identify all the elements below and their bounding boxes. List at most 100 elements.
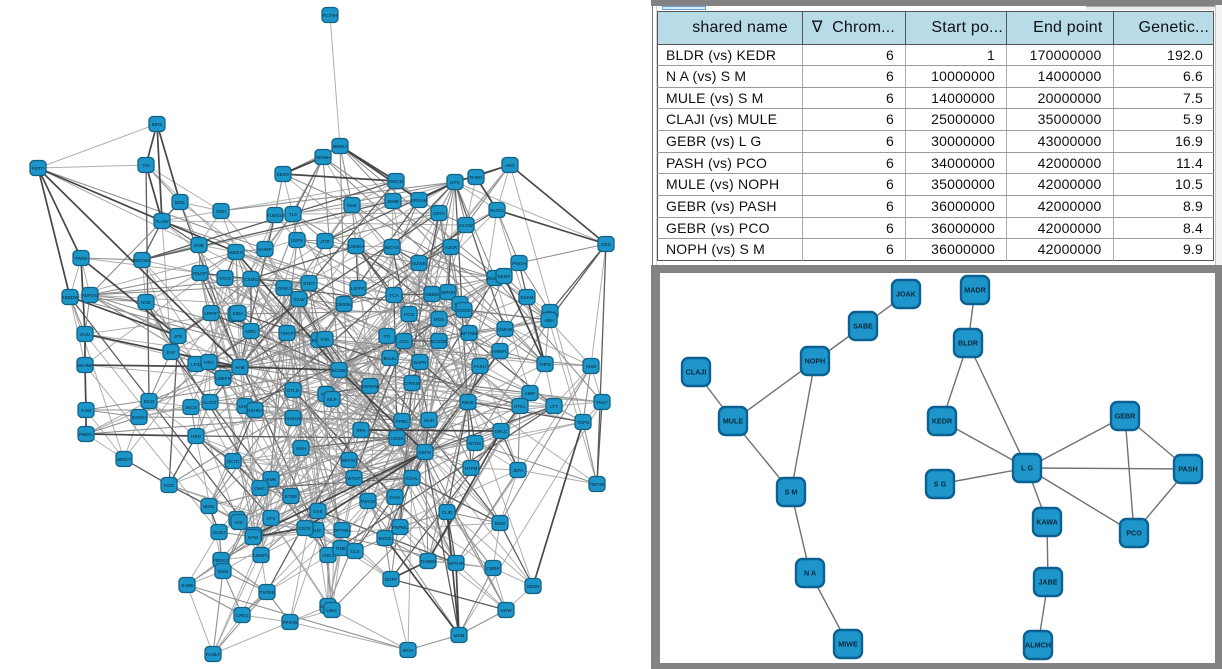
svg-text:TCA: TCA xyxy=(389,293,399,298)
svg-text:BOIL: BOIL xyxy=(175,200,186,205)
svg-text:OAIG: OAIG xyxy=(389,495,401,500)
svg-text:KCHL: KCHL xyxy=(406,476,419,481)
svg-text:OUU: OUU xyxy=(80,332,90,337)
svg-text:ADFOO: ADFOO xyxy=(82,293,99,298)
svg-text:FBDKG: FBDKG xyxy=(213,558,229,563)
svg-text:CLS: CLS xyxy=(351,549,360,554)
svg-text:STET: STET xyxy=(303,281,315,286)
svg-text:ODH: ODH xyxy=(216,209,226,214)
svg-text:FNPML: FNPML xyxy=(392,525,408,530)
svg-text:IROA: IROA xyxy=(402,648,414,653)
svg-text:HKHNK: HKHNK xyxy=(77,363,94,368)
svg-text:AIBP: AIBP xyxy=(525,391,535,396)
svg-text:FOO: FOO xyxy=(164,483,174,488)
svg-text:DED: DED xyxy=(601,242,611,247)
svg-text:HTFM: HTFM xyxy=(465,466,478,471)
svg-text:MADR: MADR xyxy=(964,286,986,295)
svg-text:PPICW: PPICW xyxy=(282,620,298,625)
svg-text:FAKU: FAKU xyxy=(474,364,486,369)
svg-text:PCO: PCO xyxy=(1126,529,1142,538)
svg-text:ENB: ENB xyxy=(194,243,203,248)
svg-text:ABH: ABH xyxy=(544,318,553,323)
svg-text:WTDP: WTDP xyxy=(347,476,361,481)
svg-text:NEH: NEH xyxy=(296,446,306,451)
svg-text:HISB: HISB xyxy=(586,364,597,369)
svg-text:FCTAH: FCTAH xyxy=(323,13,338,18)
svg-text:AKD: AKD xyxy=(505,163,515,168)
svg-text:LTT: LTT xyxy=(550,404,558,409)
svg-text:SABE: SABE xyxy=(853,322,873,331)
svg-text:NOPH: NOPH xyxy=(805,357,826,366)
svg-text:JHDB: JHDB xyxy=(181,583,193,588)
svg-text:KID: KID xyxy=(235,520,243,525)
svg-text:HCN: HCN xyxy=(404,312,414,317)
svg-text:PBEIC: PBEIC xyxy=(79,432,93,437)
svg-text:IKMK: IKMK xyxy=(265,477,277,482)
svg-text:AHB: AHB xyxy=(235,365,244,370)
svg-text:WMCT: WMCT xyxy=(117,457,131,462)
svg-text:OLGW: OLGW xyxy=(459,223,474,228)
svg-text:CFJ: CFJ xyxy=(267,516,275,521)
svg-text:TLS: TLS xyxy=(289,212,297,217)
svg-text:KAM: KAM xyxy=(81,408,91,413)
svg-text:GWRHW: GWRHW xyxy=(361,384,381,389)
svg-text:NWCD: NWCD xyxy=(389,179,404,184)
svg-text:HTKL: HTKL xyxy=(514,404,526,409)
svg-text:JFD: JFD xyxy=(174,334,183,339)
svg-text:UGEK: UGEK xyxy=(390,436,404,441)
svg-text:USFK: USFK xyxy=(291,238,304,243)
svg-text:TGPS: TGPS xyxy=(577,420,590,425)
svg-text:PMDH: PMDH xyxy=(512,261,526,266)
svg-text:AMNFL: AMNFL xyxy=(492,349,508,354)
svg-text:ITBE: ITBE xyxy=(336,546,346,551)
svg-text:RILOP: RILOP xyxy=(193,271,207,276)
svg-text:WJPN: WJPN xyxy=(413,360,426,365)
svg-text:MULE: MULE xyxy=(723,417,744,426)
svg-text:OCTD: OCTD xyxy=(226,459,240,464)
svg-text:JABE: JABE xyxy=(1038,578,1057,587)
svg-text:EIDA: EIDA xyxy=(233,311,245,316)
svg-text:L G: L G xyxy=(1021,464,1033,473)
svg-text:ACG: ACG xyxy=(399,339,409,344)
svg-text:THSBM: THSBM xyxy=(420,559,436,564)
svg-text:NSSI: NSSI xyxy=(218,569,229,574)
svg-text:JOAK: JOAK xyxy=(896,290,917,299)
svg-text:JEFA: JEFA xyxy=(513,468,525,473)
svg-text:SBOS: SBOS xyxy=(277,172,290,177)
svg-text:OIHC: OIHC xyxy=(254,486,266,491)
svg-text:ANCJ: ANCJ xyxy=(322,553,334,558)
svg-text:AHSLW: AHSLW xyxy=(285,416,302,421)
svg-text:WCHS: WCHS xyxy=(385,245,399,250)
svg-text:GPC: GPC xyxy=(450,180,461,185)
svg-text:ESKM: ESKM xyxy=(520,295,533,300)
svg-text:TMLF: TMLF xyxy=(596,400,608,405)
svg-text:ICLW: ICLW xyxy=(293,297,305,302)
svg-text:JTIR: JTIR xyxy=(320,239,330,244)
svg-text:NDSL: NDSL xyxy=(203,504,216,509)
svg-text:GKE: GKE xyxy=(313,509,323,514)
svg-text:HRN: HRN xyxy=(191,434,201,439)
svg-text:FOTP: FOTP xyxy=(32,166,44,171)
svg-text:TWIW: TWIW xyxy=(75,256,88,261)
svg-text:MOCWC: MOCWC xyxy=(133,258,152,263)
svg-text:MCO: MCO xyxy=(144,399,155,404)
svg-text:CLID: CLID xyxy=(442,510,453,515)
svg-text:DOFF: DOFF xyxy=(385,577,398,582)
svg-text:LMEFB: LMEFB xyxy=(215,376,230,381)
svg-text:GBBM: GBBM xyxy=(425,292,439,297)
svg-text:PASH: PASH xyxy=(1178,465,1197,474)
svg-text:ALGJT: ALGJT xyxy=(203,400,217,405)
svg-text:LRRIF: LRRIF xyxy=(204,311,217,316)
svg-text:BMWJ: BMWJ xyxy=(333,144,347,149)
svg-text:DGRH: DGRH xyxy=(132,415,146,420)
svg-text:BIOOI: BIOOI xyxy=(379,536,392,541)
svg-text:MLP: MLP xyxy=(327,397,336,402)
svg-text:CRTA: CRTA xyxy=(433,211,446,216)
svg-text:NDWH: NDWH xyxy=(316,155,330,160)
svg-text:CLAJI: CLAJI xyxy=(686,368,707,377)
svg-text:CSMG: CSMG xyxy=(244,277,258,282)
svg-text:GPIKJ: GPIKJ xyxy=(277,286,290,291)
svg-text:HUH: HUH xyxy=(424,418,434,423)
svg-text:LNKEH: LNKEH xyxy=(348,244,363,249)
svg-text:BMO: BMO xyxy=(495,521,506,526)
